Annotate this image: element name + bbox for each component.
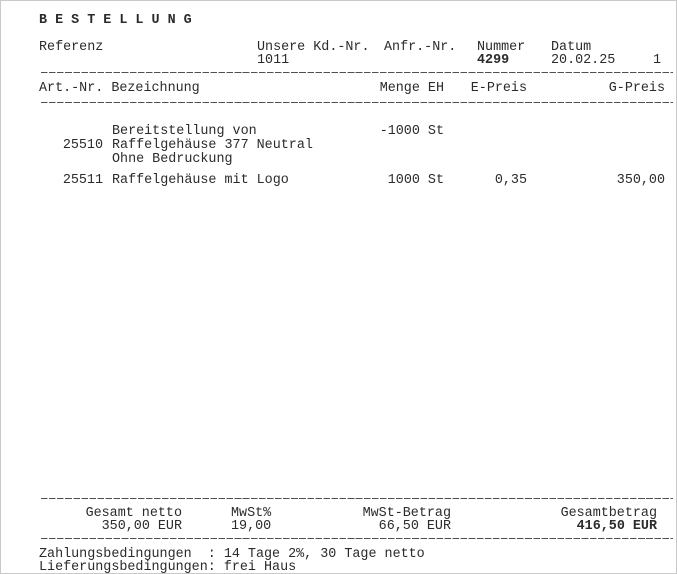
item-description: Raffelgehäuse mit Logo — [112, 173, 289, 188]
item-description: Ohne Bedruckung — [112, 152, 233, 167]
separator-line-totals-top — [41, 498, 673, 499]
datum-value: 20.02.25 — [551, 53, 616, 68]
payment-terms-line: Zahlungsbedingungen : 14 Tage 2%, 30 Tag… — [39, 547, 425, 562]
separator-line-header — [41, 72, 673, 73]
vat-amount-value: 66,50 EUR — [378, 519, 451, 534]
vat-rate-label: MwSt% — [231, 506, 272, 521]
anfragenr-label: Anfr.-Nr. — [384, 40, 457, 55]
col-header-artnr-bezeichnung: Art.-Nr. Bezeichnung — [39, 81, 200, 96]
item-unit-price: 0,35 — [494, 173, 527, 188]
grand-total-value: 416,50 EUR — [576, 519, 657, 534]
col-header-epreis: E-Preis — [470, 81, 527, 96]
item-quantity: -1000 St — [379, 124, 444, 139]
item-quantity: 1000 St — [387, 173, 444, 188]
separator-line-totals-bottom — [41, 538, 673, 539]
document-title: B E S T E L L U N G — [39, 13, 192, 28]
delivery-terms-line: Lieferungsbedingungen: frei Haus — [39, 560, 297, 574]
item-artnr: 25510 — [62, 138, 103, 153]
item-artnr: 25511 — [62, 173, 103, 188]
vat-rate-value: 19,00 — [231, 519, 272, 534]
grand-total-label: Gesamtbetrag — [560, 506, 657, 521]
separator-line-columns — [41, 102, 673, 103]
page-number: 1 — [652, 53, 661, 68]
vat-amount-label: MwSt-Betrag — [362, 506, 451, 521]
total-net-value: 350,00 EUR — [101, 519, 182, 534]
datum-label: Datum — [551, 40, 592, 55]
nummer-label: Nummer — [477, 40, 526, 55]
nummer-value: 4299 — [477, 53, 510, 68]
item-description: Bereitstellung von — [112, 124, 257, 139]
item-total-price: 350,00 — [616, 173, 665, 188]
referenz-label: Referenz — [39, 40, 104, 55]
total-net-label: Gesamt netto — [85, 506, 182, 521]
col-header-gpreis: G-Preis — [608, 81, 665, 96]
kundennr-label: Unsere Kd.-Nr. — [257, 40, 370, 55]
col-header-menge-eh: Menge EH — [379, 81, 444, 96]
item-description: Raffelgehäuse 377 Neutral — [112, 138, 313, 153]
kundennr-value: 1011 — [257, 53, 290, 68]
